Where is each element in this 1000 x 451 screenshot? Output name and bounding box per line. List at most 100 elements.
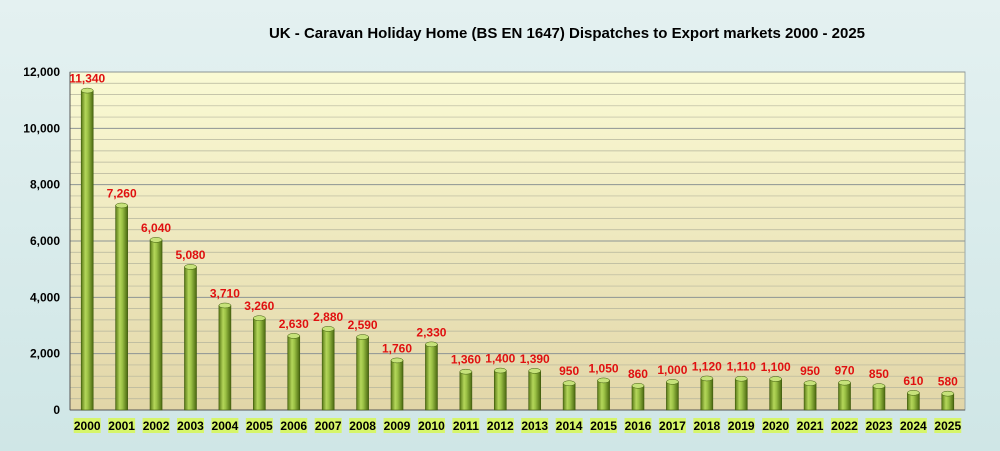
x-tick-label-background xyxy=(486,418,514,433)
bar-cap xyxy=(115,202,128,209)
data-label: 1,390 xyxy=(520,352,550,366)
bar xyxy=(459,371,473,411)
x-tick-label: 2018 xyxy=(693,419,720,433)
x-tick-label-background xyxy=(693,418,721,433)
y-tick-label: 0 xyxy=(53,403,60,417)
bar xyxy=(321,328,335,411)
bar xyxy=(838,382,851,411)
x-tick-label: 2014 xyxy=(556,419,583,433)
data-label: 6,040 xyxy=(141,221,171,235)
x-tick-label-background xyxy=(349,418,377,433)
x-tick-label: 2008 xyxy=(349,419,376,433)
bar-cap xyxy=(838,379,851,386)
x-tick-label: 2009 xyxy=(384,419,411,433)
x-tick-label-background xyxy=(762,418,790,433)
data-label: 7,260 xyxy=(107,187,137,201)
y-tick-label: 12,000 xyxy=(23,65,60,79)
x-tick-label-background xyxy=(796,418,824,433)
bar xyxy=(493,370,507,411)
x-tick-label: 2002 xyxy=(143,419,170,433)
x-tick-label: 2012 xyxy=(487,419,514,433)
bar-cap xyxy=(631,383,645,389)
x-tick-label-background xyxy=(314,418,342,433)
bar-cap xyxy=(149,237,163,243)
bar xyxy=(253,317,266,411)
x-tick-label-background xyxy=(176,418,204,433)
y-tick-label: 8,000 xyxy=(30,178,60,192)
x-tick-label: 2007 xyxy=(315,419,342,433)
bar-cap xyxy=(356,334,369,340)
x-tick-label-background xyxy=(245,418,273,433)
bar-cap xyxy=(803,380,817,386)
bar-cap xyxy=(459,368,473,375)
data-label: 1,760 xyxy=(382,341,412,355)
x-tick-label-background xyxy=(280,418,308,433)
data-label: 950 xyxy=(559,364,579,378)
data-label: 860 xyxy=(628,367,648,381)
data-label: 1,120 xyxy=(692,359,722,373)
data-label: 1,100 xyxy=(761,360,791,374)
bar-cap xyxy=(769,376,782,382)
x-tick-label-background xyxy=(452,418,480,433)
bar xyxy=(803,382,817,411)
data-label: 11,340 xyxy=(69,72,105,86)
bar xyxy=(149,239,163,411)
y-tick-label: 4,000 xyxy=(30,290,60,304)
y-tick-label: 10,000 xyxy=(23,121,60,135)
x-tick-label: 2020 xyxy=(762,419,789,433)
data-label: 2,590 xyxy=(348,318,378,332)
data-label: 1,360 xyxy=(451,353,481,367)
x-tick-label-background xyxy=(934,418,962,433)
bar xyxy=(218,305,232,411)
bar-cap xyxy=(321,326,335,332)
x-tick-label-background xyxy=(727,418,755,433)
bar-cap xyxy=(218,302,232,309)
plot-area: 0 2,000 4,000 6,000 8,000 10,000 12,000 11,340 2… xyxy=(23,65,966,433)
data-label: 580 xyxy=(938,375,958,389)
bar xyxy=(390,360,404,411)
x-tick-label: 2001 xyxy=(108,419,135,433)
x-tick-label: 2025 xyxy=(934,419,961,433)
bar xyxy=(666,381,679,411)
data-label: 2,880 xyxy=(313,310,343,324)
x-tick-label-background xyxy=(211,418,239,433)
bar xyxy=(184,266,197,411)
data-label: 950 xyxy=(800,364,820,378)
x-tick-label: 2000 xyxy=(74,419,101,433)
x-tick-label-background xyxy=(521,418,549,433)
bar-cap xyxy=(80,87,94,94)
x-tick-label-background xyxy=(73,418,101,433)
bar-cap xyxy=(253,315,266,321)
bar xyxy=(115,205,128,411)
x-tick-label: 2013 xyxy=(521,419,548,433)
x-tick-label-background xyxy=(831,418,859,433)
x-tick-label: 2017 xyxy=(659,419,686,433)
y-tick-label: 2,000 xyxy=(30,347,60,361)
bar-cap xyxy=(735,375,748,382)
bar xyxy=(528,370,542,411)
x-tick-label-background xyxy=(108,418,136,433)
x-tick-label: 2021 xyxy=(797,419,824,433)
data-label: 2,330 xyxy=(416,325,446,339)
x-tick-label: 2011 xyxy=(453,419,479,433)
bar-cap xyxy=(597,377,610,384)
bar xyxy=(80,90,94,411)
data-label: 3,260 xyxy=(244,299,274,313)
bar-cap xyxy=(528,368,541,374)
data-label: 1,000 xyxy=(657,363,687,377)
bar-cap xyxy=(907,390,920,396)
data-label: 3,710 xyxy=(210,287,240,301)
bar xyxy=(287,335,301,411)
x-tick-label: 2016 xyxy=(625,419,652,433)
bar xyxy=(597,380,610,411)
data-label: 970 xyxy=(835,364,855,378)
data-label: 5,080 xyxy=(175,248,205,262)
bar-cap xyxy=(700,375,714,382)
x-tick-label: 2024 xyxy=(900,419,927,433)
bar-cap xyxy=(425,341,438,348)
bar xyxy=(562,382,576,411)
bar-cap xyxy=(562,380,576,386)
bar-cap xyxy=(390,357,404,364)
